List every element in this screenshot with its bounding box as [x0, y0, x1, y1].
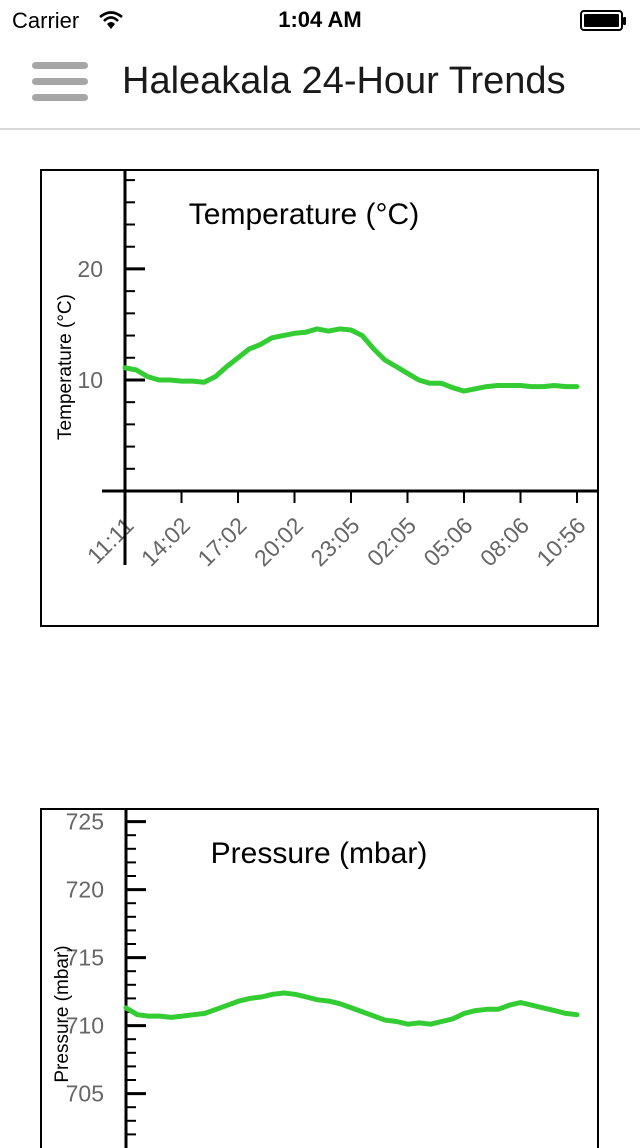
y-tick-label: 705 — [66, 1081, 104, 1107]
menu-button[interactable] — [28, 58, 90, 108]
status-bar: Carrier 1:04 AM — [0, 0, 640, 40]
pressure-chart: 705 710 715 720 725 Pressure (mbar) Pressure… — [40, 808, 599, 1148]
y-tick-label: 20 — [77, 256, 103, 282]
chart-title: Temperature (°C) — [189, 198, 419, 231]
page-title: Haleakala 24-Hour Trends — [122, 60, 566, 102]
y-tick-labels: 10 20 — [77, 256, 103, 393]
pressure-series-line — [123, 990, 580, 1027]
navigation-bar: Haleakala 24-Hour Trends — [0, 40, 640, 130]
temperature-series-line — [122, 326, 580, 394]
carrier-label: Carrier — [12, 8, 80, 33]
temperature-chart: 11:11 14:02 17:02 20:02 23:05 02:05 05:06 08:06… — [40, 169, 599, 627]
battery-icon — [580, 10, 628, 38]
y-axis-title: Pressure (mbar) — [52, 945, 73, 1082]
chart-frame — [40, 808, 599, 1148]
y-tick-label: 710 — [66, 1013, 104, 1039]
y-tick-label: 715 — [66, 945, 104, 971]
status-time: 1:04 AM — [278, 7, 362, 32]
y-ticks — [125, 179, 145, 470]
chart-title: Pressure (mbar) — [211, 837, 428, 870]
pressure-chart-svg: 705 710 715 720 725 Pressure (mbar) Pressure… — [40, 808, 599, 1148]
y-tick-labels: 705 710 715 720 725 — [66, 809, 104, 1107]
y-axis-title: Temperature (°C) — [55, 294, 76, 440]
y-tick-label: 720 — [66, 877, 104, 903]
wifi-icon — [98, 10, 124, 36]
temperature-chart-svg: 11:1114:0217:0220:0223:0502:0505:0608:06… — [40, 169, 599, 627]
y-tick-label: 10 — [77, 367, 103, 393]
y-tick-label: 725 — [66, 809, 104, 835]
